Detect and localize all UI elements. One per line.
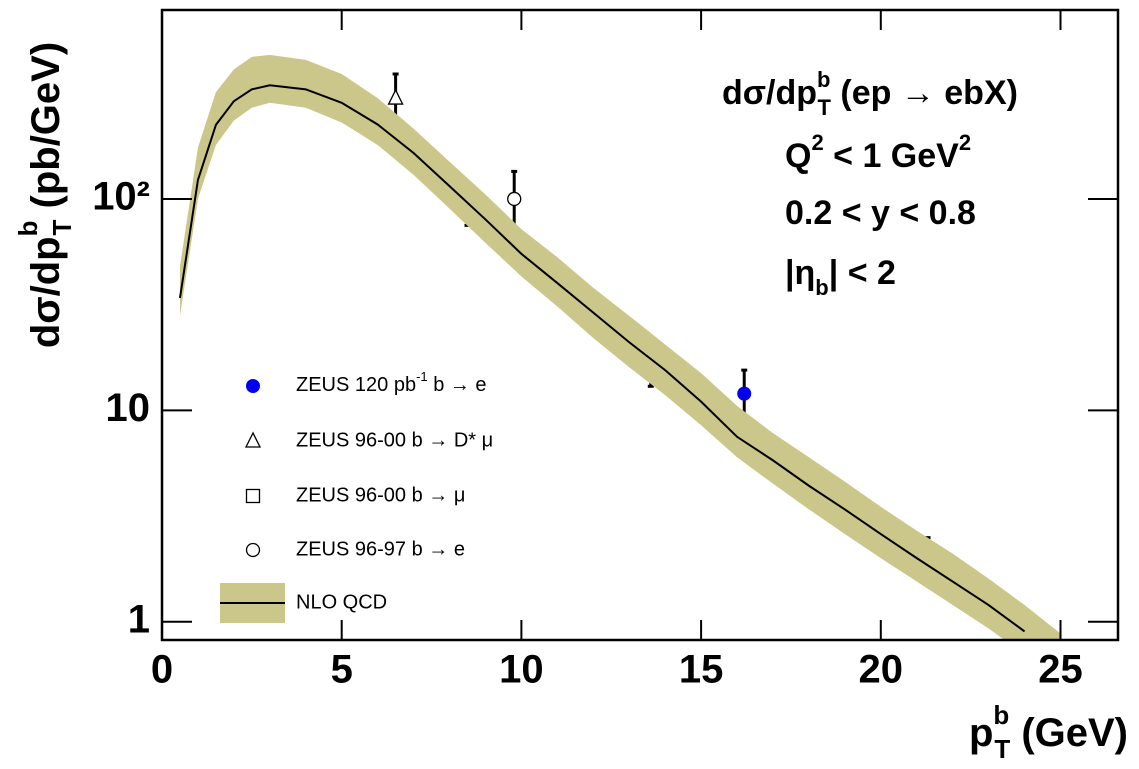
marker	[737, 386, 752, 401]
x-tick-label: 5	[331, 648, 353, 692]
nlo-line	[178, 84, 1026, 633]
x-tick-label: 0	[151, 648, 173, 692]
legend-marker	[245, 488, 261, 504]
legend-label: ZEUS 120 pb-1 b → e	[296, 369, 487, 396]
legend-marker	[245, 542, 261, 558]
annotation: |ηb| < 2	[785, 254, 896, 300]
legend-marker	[246, 379, 260, 393]
marker	[387, 88, 404, 105]
x-tick-label: 20	[859, 648, 904, 692]
legend-label: NLO QCD	[296, 591, 387, 613]
legend-label: ZEUS 96-00 b → μ	[296, 484, 465, 506]
legend-label-part: ZEUS 120 pb	[296, 374, 416, 396]
annotation: Q2 < 1 GeV2	[785, 130, 971, 175]
legend-label: ZEUS 96-97 b → e	[296, 538, 465, 560]
nlo-band	[179, 54, 1061, 640]
x-tick-label: 25	[1038, 648, 1083, 692]
legend-marker	[244, 431, 262, 448]
y-tick-label: 10²	[92, 175, 150, 219]
legend-label: ZEUS 96-00 b → D* μ	[296, 429, 493, 451]
x-tick-label: 10	[499, 648, 544, 692]
y-tick-label: 10	[106, 386, 151, 430]
legend-label-part: -1	[416, 369, 428, 384]
plot-area	[178, 54, 1061, 640]
legend-label-part: b → e	[428, 374, 487, 396]
annotation: dσ/dpb T (ep → ebX)	[722, 67, 1018, 120]
y-tick-label: 1	[128, 597, 150, 641]
annotation: 0.2 < y < 0.8	[785, 194, 976, 232]
marker	[507, 191, 522, 207]
frame	[160, 8, 1120, 642]
y-axis-label: dσ/dpb T (pb/GeV)	[13, 42, 77, 348]
x-axis-label: pb T (GeV)	[969, 700, 1128, 764]
x-tick-label: 15	[679, 648, 724, 692]
